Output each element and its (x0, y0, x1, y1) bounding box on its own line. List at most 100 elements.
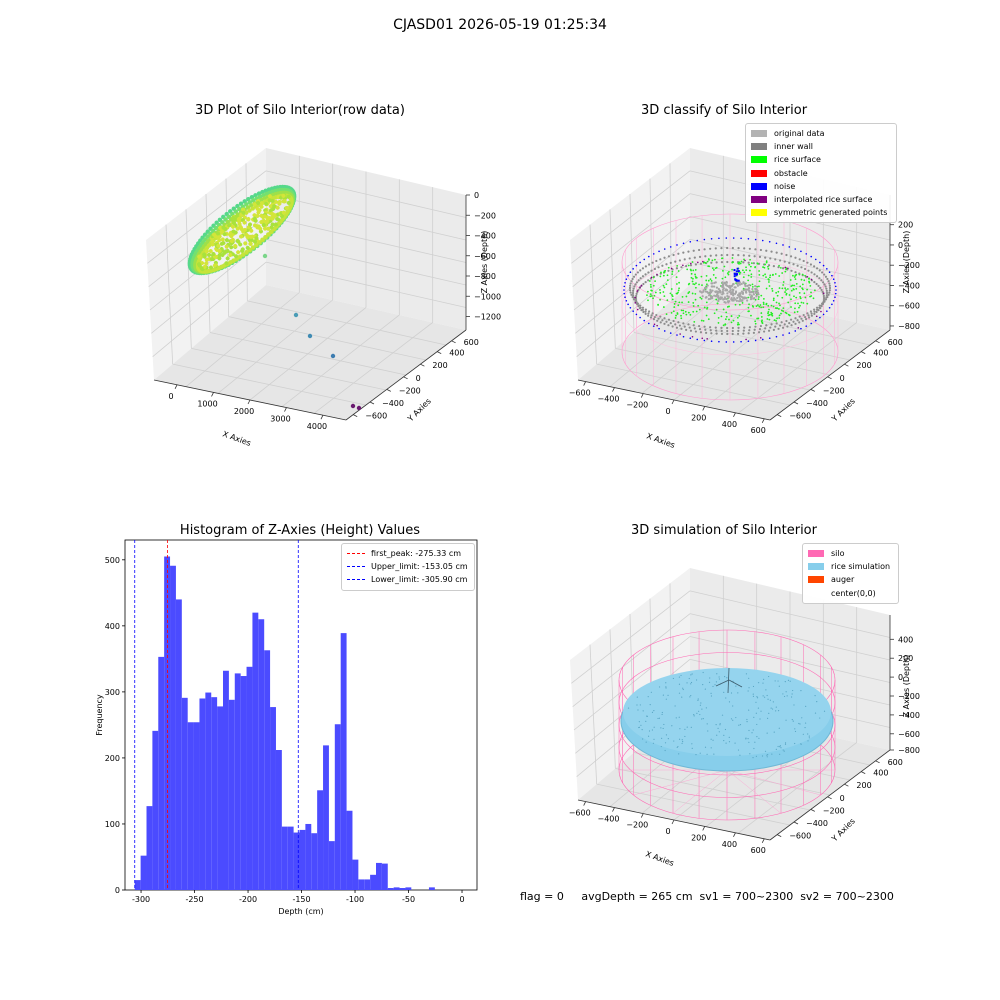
p4-rice-point (717, 727, 719, 729)
p2-noise-point (826, 310, 828, 312)
p2-inner-wall-point (639, 269, 642, 272)
p2-noise-point (625, 300, 628, 302)
p2-inner-wall-point (737, 247, 740, 250)
p2-rice-point (697, 304, 700, 307)
p2-rice-point (676, 283, 678, 285)
p4-x-tick-label: 600 (751, 846, 766, 855)
p2-rice-point (652, 297, 654, 300)
p2-rice-point (717, 316, 720, 319)
p2-noise-point (814, 258, 817, 261)
p3-hist-bar (340, 633, 347, 890)
p4-rice-point (675, 717, 677, 719)
p2-inner-wall-point (822, 294, 825, 298)
p1-point (204, 257, 209, 262)
p3-hist-bar (217, 706, 224, 890)
p4-rice-point (697, 699, 699, 701)
p2-y-tick-label: −400 (806, 399, 828, 408)
p2-interp-point (640, 284, 643, 287)
p2-inner-wall-point (720, 247, 723, 250)
p1-z-tick-label: −200 (474, 211, 496, 220)
p3-hist-bar (323, 745, 329, 890)
p4-rice-point (664, 749, 666, 752)
p1-x-tick-label: 0 (168, 392, 173, 401)
p4-rice-point (653, 738, 655, 740)
p2-rice-point (680, 314, 682, 317)
p2-inner-wall-point (813, 281, 816, 284)
p2-inner-wall-point (674, 260, 677, 263)
p4-legend-item: rice simulation (808, 560, 893, 573)
p2-rice-point (767, 312, 769, 315)
p3-y-tick-label: 300 (105, 688, 120, 697)
p4-z-label: Z Axies (Depth) (902, 655, 911, 718)
p4-rice-point (695, 679, 698, 681)
p1-point (255, 213, 260, 218)
p2-rice-point (731, 268, 733, 271)
p2-noise-point (768, 240, 771, 243)
p4-rice-point (737, 692, 739, 694)
p2-original-point (755, 288, 758, 291)
p4-y-tick-label: 600 (888, 758, 903, 767)
p2-inner-wall-point (828, 282, 831, 285)
p2-inner-wall-point (635, 292, 638, 295)
p1-point (197, 262, 202, 267)
p4-rice-point (725, 697, 727, 699)
p2-inner-wall-point (629, 291, 632, 294)
p1-point (256, 200, 261, 205)
p2-noise-cluster (736, 267, 739, 270)
p2-rice-point (673, 306, 676, 308)
p2-rice-point (692, 277, 694, 280)
p2-inner-wall-point (726, 329, 729, 333)
p2-inner-wall-point (632, 296, 635, 299)
p2-noise-point (643, 258, 646, 261)
p3-hist-bar (293, 832, 300, 890)
p4-rice-point (708, 681, 711, 683)
p2-noise-point (822, 264, 825, 267)
p2-original-point (703, 287, 707, 290)
p2-interp-point (634, 302, 637, 304)
p2-rice-point (739, 262, 742, 265)
p2-rice-point (795, 282, 798, 285)
p2-inner-wall-point (672, 253, 675, 257)
p2-rice-point (778, 314, 781, 317)
p2-legend-swatch (751, 156, 767, 164)
p2-rice-point (659, 291, 662, 294)
p2-inner-wall-point (653, 315, 657, 319)
p3-hist-bar (352, 859, 359, 890)
p2-inner-wall-point (634, 273, 637, 276)
p2-rice-point (767, 267, 770, 270)
classify-legend: original data inner wall rice surface obsta… (745, 123, 897, 224)
p4-rice-point (657, 717, 659, 720)
p2-rice-point (764, 263, 767, 266)
p2-inner-wall-point (630, 293, 633, 296)
p4-rice-point (691, 743, 693, 745)
p2-inner-wall-point (726, 326, 729, 330)
p4-rice-point (652, 742, 655, 744)
p2-noise-cluster (737, 270, 740, 273)
p1-y-tick-label: −600 (365, 412, 387, 421)
p2-rice-point (707, 258, 710, 260)
p2-rice-point (762, 301, 765, 304)
p1-y-tick (451, 340, 456, 344)
p1-point (221, 241, 226, 246)
p1-point (220, 253, 225, 258)
p2-noise-point (775, 335, 778, 338)
p2-rice-point (809, 295, 811, 298)
p2-original-point (741, 292, 745, 295)
p3-hist-bar (170, 565, 176, 890)
p2-rice-point (694, 286, 697, 289)
p2-legend-label: symmetric generated points (774, 208, 888, 218)
p2-rice-point (762, 274, 765, 277)
p1-y-tick (386, 389, 391, 392)
p2-inner-wall-point (790, 269, 793, 272)
p1-point (209, 257, 214, 262)
p4-rice-point (762, 695, 764, 697)
p2-inner-wall-point (828, 289, 831, 292)
p4-rice-point (755, 701, 757, 703)
p2-inner-wall-point (677, 252, 680, 255)
p1-z-tick-label: −1200 (474, 313, 501, 322)
p2-rice-point (714, 258, 716, 261)
p1-point (217, 248, 222, 253)
p2-inner-wall-point (731, 326, 734, 330)
p4-rice-point (674, 705, 676, 707)
p2-rice-point (665, 313, 668, 316)
